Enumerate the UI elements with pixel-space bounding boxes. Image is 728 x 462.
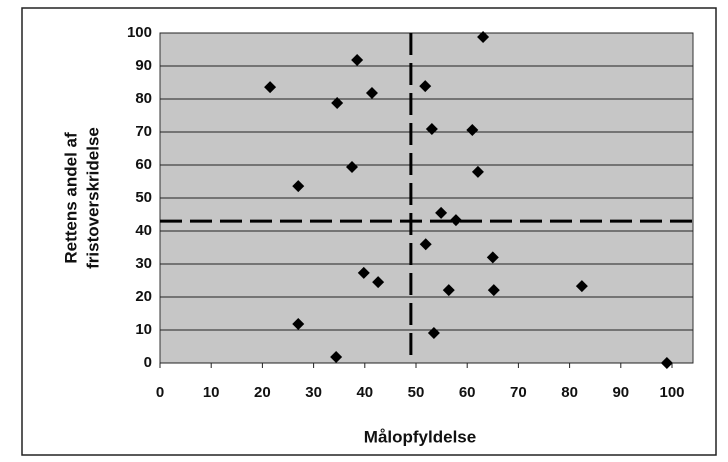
point [346, 160, 358, 173]
point [442, 284, 455, 297]
y-tick-label: 10 [135, 321, 152, 338]
point [425, 123, 438, 136]
point [466, 124, 479, 137]
point [292, 318, 305, 331]
point [331, 96, 344, 109]
x-tick-label: 90 [612, 384, 629, 401]
y-axis-label: fristoverskridelse [83, 127, 102, 269]
point [486, 251, 499, 264]
point [351, 54, 364, 67]
x-tick-label: 30 [305, 384, 322, 401]
x-tick-label: 80 [561, 384, 578, 401]
x-tick-label: 10 [203, 384, 220, 401]
y-tick-label: 40 [135, 222, 152, 239]
point [487, 284, 500, 297]
point [419, 80, 432, 93]
point [419, 238, 432, 251]
y-tick-label: 0 [144, 354, 152, 371]
point [449, 214, 462, 227]
point [435, 206, 448, 219]
y-tick-label: 80 [135, 90, 152, 107]
point [365, 87, 378, 100]
point [357, 266, 370, 279]
x-tick-label: 60 [459, 384, 476, 401]
y-tick-label: 20 [135, 288, 152, 305]
y-tick-label: 50 [135, 189, 152, 206]
x-tick-label: 40 [356, 384, 373, 401]
point [575, 280, 588, 293]
y-tick-label: 30 [135, 255, 152, 272]
point [292, 180, 305, 193]
y-tick-label: 100 [127, 24, 152, 41]
point [330, 351, 343, 364]
x-axis-label: Målopfyldelse [364, 427, 476, 446]
y-tick-label: 60 [135, 156, 152, 173]
point [477, 30, 490, 43]
point [427, 326, 440, 339]
point [264, 81, 277, 94]
y-tick-label: 70 [135, 123, 152, 140]
x-tick-label: 100 [659, 384, 684, 401]
x-tick-label: 70 [510, 384, 527, 401]
x-tick-label: 0 [156, 384, 164, 401]
y-axis-label: Rettens andel af [61, 132, 80, 264]
point [660, 357, 673, 369]
point [471, 165, 484, 178]
x-tick-label: 20 [254, 384, 271, 401]
y-tick-label: 90 [135, 57, 152, 74]
x-tick-label: 50 [408, 384, 425, 401]
point [372, 276, 385, 289]
